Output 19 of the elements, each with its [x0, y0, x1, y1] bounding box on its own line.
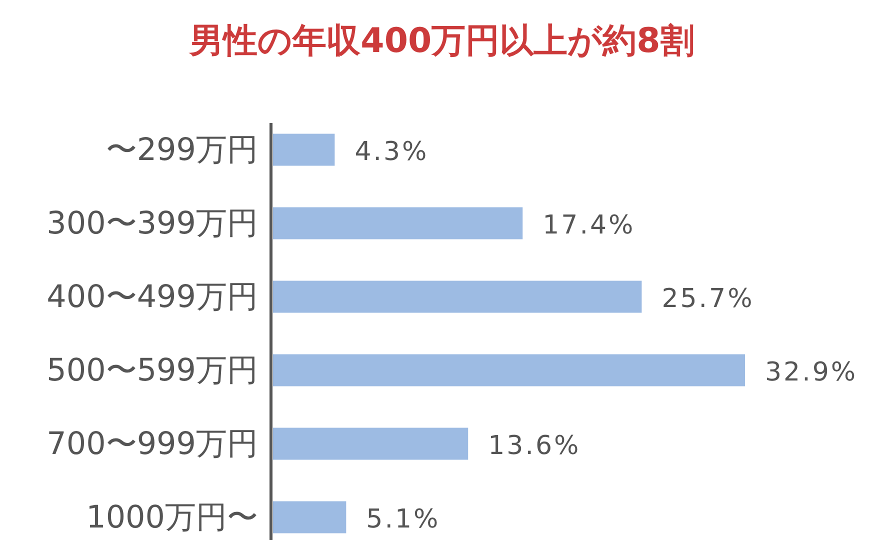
y-tick-label: 700〜999万円 [46, 426, 258, 462]
y-tick-label: 500〜599万円 [46, 352, 258, 388]
bar [273, 428, 468, 460]
bar [273, 134, 335, 166]
y-tick-label: 400〜499万円 [46, 278, 258, 315]
y-tick-label: 300〜399万円 [46, 205, 258, 242]
bar [273, 280, 642, 313]
data-label: 25.7% [662, 284, 754, 314]
bar [273, 354, 745, 386]
data-label: 32.9% [765, 357, 858, 388]
bar [273, 207, 523, 240]
data-label: 13.6% [488, 430, 581, 461]
y-tick-label: 1000万円〜 [86, 499, 258, 536]
y-tick-label: 〜299万円 [106, 132, 258, 168]
chart-title: 男性の年収400万円以上が約8割 [188, 21, 694, 61]
data-label: 4.3% [354, 136, 429, 167]
data-label: 5.1% [366, 504, 440, 534]
bar [273, 501, 346, 534]
data-label: 17.4% [542, 210, 636, 240]
